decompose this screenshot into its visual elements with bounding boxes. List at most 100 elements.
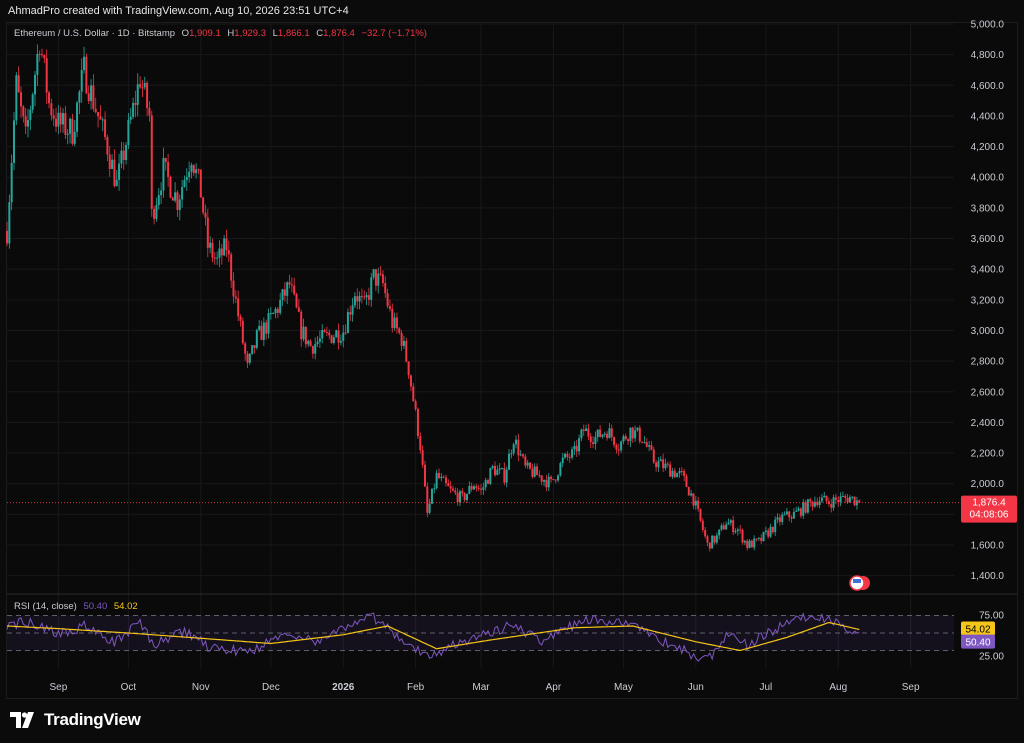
rsi-ma-line [6,621,860,652]
candle-body [113,159,116,187]
candle-body [622,436,625,442]
candle-body [662,459,665,469]
candle-body [248,353,251,363]
candle-body [15,75,18,121]
candle-body [804,502,807,513]
chart-area[interactable] [6,22,1018,699]
candle-body [167,161,170,178]
candle-body [38,54,41,56]
candle-body [169,177,172,198]
candle-body [732,520,735,533]
candle-body [85,56,88,94]
grid-lines [7,23,1017,668]
candle-body [564,453,567,458]
rsi-title: RSI (14, close) [14,601,77,612]
candle-body [853,496,856,506]
candle-body [87,93,90,102]
candle-body [587,428,590,437]
candle-body [645,442,648,447]
candle-body [851,496,854,498]
candle-body [568,456,571,458]
candle-body [99,116,102,120]
candle-body [76,102,79,132]
candle-body [692,493,695,506]
price-tick-label: 4,000.0 [971,173,1005,184]
candle-body [162,157,165,191]
candle-body [433,488,436,490]
symbol-legend[interactable]: Ethereum / U.S. Dollar · 1D · Bitstamp O… [14,28,427,39]
candle-body [519,454,522,456]
candle-body [64,113,67,135]
candle-body [188,171,191,178]
candle-body [624,436,627,440]
candle-body [480,488,482,490]
candle-body [428,503,431,513]
candle-body [290,284,293,286]
candle-body [834,497,837,500]
candle-body [132,102,135,117]
candle-body [297,307,300,312]
candle-body [806,499,809,513]
candle-body [781,514,784,522]
top-caption-bar: AhmadPro created with TradingView.com, A… [0,0,1024,22]
candle-body [332,337,335,344]
candle-body [557,475,560,481]
candle-body [386,293,389,307]
candle-body [545,480,548,488]
candle-body [155,205,158,219]
rsi-tag-label: 50.40 [965,638,990,649]
candle-body [339,340,342,343]
candle-body [330,335,333,344]
candle-body [655,462,658,468]
price-tick-label: 3,800.0 [971,203,1005,214]
candle-body [71,118,74,144]
candle-body [687,486,690,496]
price-tick-label: 3,200.0 [971,295,1005,306]
low-value: 1,866.1 [277,28,310,39]
candle-body [465,493,468,500]
time-tick-label: Apr [546,682,562,693]
candle-body [785,511,788,515]
candle-body [115,179,118,187]
candle-body [197,169,200,171]
candle-body [543,480,546,482]
candle-body [650,445,653,450]
candle-body [31,94,34,110]
candle-body [17,75,20,93]
candle-body [720,525,723,530]
candle-body [195,169,198,174]
candle-body [323,330,326,332]
candle-body [381,274,384,284]
price-tick-label: 4,600.0 [971,81,1005,92]
candle-body [288,282,291,285]
candle-body [127,119,130,145]
candle-body [153,208,156,219]
candle-body [603,433,606,435]
candle-body [472,486,475,490]
candle-body [652,449,655,463]
candle-body [690,493,693,496]
candle-body [631,427,634,439]
price-tags: 1,876.404:08:06 54.02 50.40 [7,495,1017,649]
candle-body [755,538,758,540]
candle-body [414,401,417,410]
candle-body [129,116,132,120]
candle-body [309,340,312,347]
candle-body [10,162,13,203]
candle-body [678,470,681,474]
candle-body [599,429,602,437]
tradingview-logo[interactable]: TradingView [10,710,141,730]
candle-body [769,526,772,537]
candle-body [78,91,81,103]
candle-body [636,427,639,431]
candle-body [218,248,221,258]
change-value: −32.7 (−1.71%) [361,28,427,39]
candle-body [421,450,424,465]
candle-body [820,497,823,502]
candle-body [477,488,480,490]
candle-body [571,449,574,458]
candle-body [510,453,513,455]
candle-body [388,306,391,309]
rsi-legend[interactable]: RSI (14, close) 50.40 54.02 [14,601,138,612]
